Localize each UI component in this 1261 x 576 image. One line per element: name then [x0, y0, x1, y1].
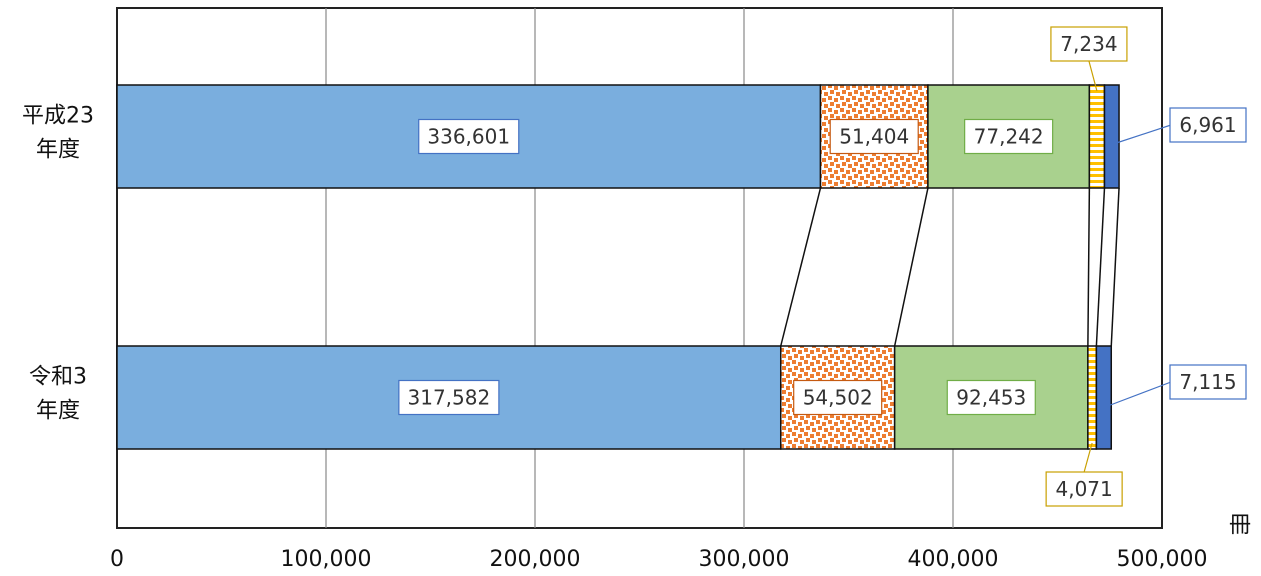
- data-label: 77,242: [974, 125, 1044, 149]
- series-connector: [1110, 187, 1120, 347]
- category-label: 年度: [36, 138, 80, 163]
- series-connector: [1095, 187, 1106, 347]
- data-label-box: [418, 118, 520, 155]
- data-label: 317,582: [408, 386, 491, 410]
- category-label: 令和3: [29, 365, 87, 390]
- x-tick-label: 400,000: [908, 547, 999, 572]
- x-tick-label: 500,000: [1117, 547, 1208, 572]
- series-connector: [893, 187, 929, 347]
- series-connector: [780, 187, 822, 347]
- category-label: 年度: [36, 399, 80, 424]
- leader-line: [1088, 60, 1098, 92]
- data-label-box: [398, 379, 500, 416]
- x-tick-label: 200,000: [490, 547, 581, 572]
- x-tick-label: 300,000: [699, 547, 790, 572]
- unit-label: 冊: [1229, 513, 1251, 538]
- category-label: 平成23: [22, 104, 94, 129]
- data-label: 336,601: [427, 125, 510, 149]
- leader-line: [1083, 442, 1093, 473]
- data-label: 6,961: [1179, 113, 1236, 137]
- data-label: 7,234: [1060, 32, 1117, 56]
- data-label-box: [1045, 471, 1123, 507]
- data-label-box: [1169, 364, 1247, 400]
- data-label: 7,115: [1179, 370, 1236, 394]
- data-label: 54,502: [803, 386, 873, 410]
- x-tick-label: 100,000: [281, 547, 372, 572]
- data-label-box: [964, 118, 1054, 155]
- bar-segment: [1095, 345, 1113, 450]
- series-connector: [1087, 187, 1091, 347]
- data-label-box: [829, 118, 919, 155]
- leader-line: [1103, 381, 1172, 409]
- data-label: 51,404: [839, 125, 909, 149]
- data-label: 4,071: [1056, 477, 1113, 501]
- bar-segment: [1088, 84, 1106, 189]
- data-label-box: [946, 379, 1036, 416]
- data-label-box: [1169, 107, 1247, 143]
- bar-segment: [1103, 84, 1120, 189]
- leader-line: [1111, 124, 1172, 146]
- data-label-box: [793, 379, 883, 416]
- x-tick-label: 0: [110, 547, 124, 572]
- data-label: 92,453: [956, 386, 1026, 410]
- bar-segment: [1087, 345, 1098, 450]
- data-label-box: [1050, 26, 1128, 62]
